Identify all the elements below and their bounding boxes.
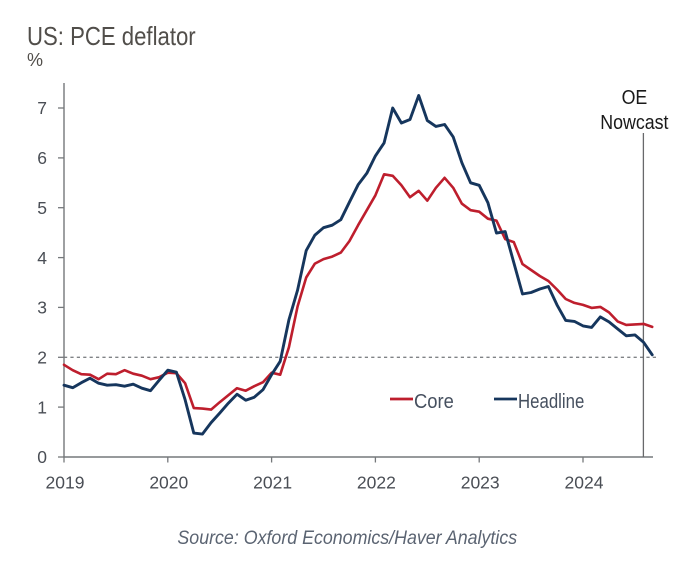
- svg-text:2020: 2020: [149, 473, 188, 493]
- svg-text:2: 2: [37, 348, 47, 368]
- svg-text:3: 3: [37, 298, 47, 318]
- svg-text:0: 0: [37, 447, 47, 467]
- svg-text:6: 6: [37, 148, 47, 168]
- svg-text:2021: 2021: [253, 473, 292, 493]
- svg-text:7: 7: [37, 98, 47, 118]
- svg-text:2019: 2019: [46, 473, 85, 493]
- svg-text:1: 1: [37, 397, 47, 417]
- svg-text:5: 5: [37, 198, 47, 218]
- svg-text:2022: 2022: [357, 473, 396, 493]
- svg-text:2024: 2024: [565, 473, 604, 493]
- svg-text:2023: 2023: [461, 473, 500, 493]
- svg-text:4: 4: [37, 248, 47, 268]
